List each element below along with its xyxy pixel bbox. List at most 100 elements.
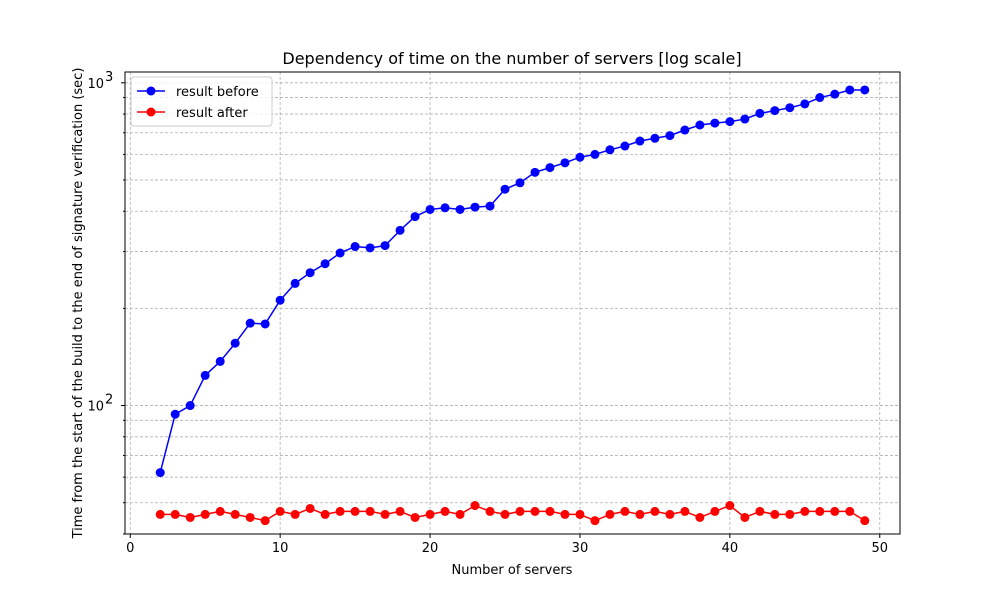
data-point-after bbox=[800, 506, 810, 516]
plot-frame bbox=[124, 71, 901, 535]
data-point-after bbox=[365, 506, 375, 516]
data-point-before bbox=[485, 201, 495, 211]
data-point-after bbox=[590, 516, 600, 526]
y-tick-label: 10 bbox=[87, 400, 104, 415]
legend-label-after: result after bbox=[176, 106, 248, 121]
data-point-after bbox=[515, 506, 525, 516]
data-point-before bbox=[845, 85, 855, 95]
data-point-after bbox=[680, 506, 690, 516]
data-point-before bbox=[770, 106, 780, 116]
data-point-before bbox=[170, 409, 180, 419]
data-point-before bbox=[590, 149, 600, 159]
data-point-before bbox=[380, 241, 390, 251]
data-point-after bbox=[440, 506, 450, 516]
data-point-after bbox=[320, 509, 330, 519]
data-point-before bbox=[575, 152, 585, 162]
data-point-after bbox=[470, 501, 480, 511]
data-point-after bbox=[245, 512, 255, 522]
data-point-before bbox=[560, 158, 570, 168]
data-point-before bbox=[785, 103, 795, 113]
data-point-after bbox=[605, 509, 615, 519]
data-point-after bbox=[170, 509, 180, 519]
data-point-before bbox=[620, 141, 630, 151]
data-point-after bbox=[860, 516, 870, 526]
data-point-before bbox=[800, 99, 810, 109]
data-point-before bbox=[440, 203, 450, 213]
chart-title: Dependency of time on the number of serv… bbox=[282, 49, 741, 68]
legend-box bbox=[130, 76, 273, 127]
data-point-after bbox=[425, 509, 435, 519]
x-tick-label: 20 bbox=[422, 541, 439, 556]
data-point-after bbox=[260, 516, 270, 526]
data-point-before bbox=[695, 120, 705, 130]
data-point-before bbox=[470, 202, 480, 212]
data-point-before bbox=[260, 319, 270, 329]
data-point-before bbox=[680, 125, 690, 135]
data-point-after bbox=[845, 506, 855, 516]
y-axis-label: Time from the start of the build to the … bbox=[71, 68, 86, 540]
data-point-after bbox=[830, 506, 840, 516]
data-point-after bbox=[815, 506, 825, 516]
data-point-before bbox=[410, 212, 420, 222]
data-point-before bbox=[650, 133, 660, 143]
data-point-before bbox=[815, 93, 825, 103]
legend-marker-before bbox=[146, 86, 156, 96]
data-point-before bbox=[545, 163, 555, 173]
data-point-after bbox=[455, 509, 465, 519]
data-point-after bbox=[635, 509, 645, 519]
data-point-after bbox=[755, 506, 765, 516]
data-point-after bbox=[785, 509, 795, 519]
data-point-after bbox=[410, 512, 420, 522]
data-point-before bbox=[635, 136, 645, 146]
data-point-after bbox=[560, 509, 570, 519]
data-point-before bbox=[350, 242, 360, 252]
data-point-before bbox=[860, 85, 870, 95]
x-tick-label: 0 bbox=[126, 541, 134, 556]
data-point-before bbox=[500, 184, 510, 194]
grid-layer bbox=[125, 72, 900, 535]
data-point-before bbox=[395, 225, 405, 235]
data-point-after bbox=[275, 506, 285, 516]
data-point-before bbox=[710, 118, 720, 128]
data-point-before bbox=[530, 167, 540, 177]
data-point-after bbox=[350, 506, 360, 516]
data-point-before bbox=[515, 178, 525, 188]
data-point-before bbox=[455, 204, 465, 214]
data-point-before bbox=[245, 318, 255, 328]
data-point-after bbox=[200, 509, 210, 519]
legend-label-before: result before bbox=[176, 85, 259, 100]
data-point-after bbox=[155, 509, 165, 519]
data-point-after bbox=[695, 512, 705, 522]
data-point-after bbox=[230, 509, 240, 519]
data-point-after bbox=[290, 509, 300, 519]
data-point-after bbox=[770, 509, 780, 519]
legend: result before result after bbox=[130, 76, 273, 127]
data-point-after bbox=[665, 509, 675, 519]
x-tick-label: 30 bbox=[572, 541, 589, 556]
data-point-after bbox=[335, 506, 345, 516]
data-point-after bbox=[545, 506, 555, 516]
data-point-before bbox=[215, 356, 225, 366]
data-point-after bbox=[725, 501, 735, 511]
data-point-after bbox=[575, 509, 585, 519]
data-point-after bbox=[485, 506, 495, 516]
data-point-before bbox=[305, 268, 315, 278]
data-point-after bbox=[380, 509, 390, 519]
x-tick-label: 40 bbox=[722, 541, 739, 556]
data-point-before bbox=[155, 468, 165, 478]
data-point-before bbox=[230, 338, 240, 348]
data-point-after bbox=[395, 506, 405, 516]
data-point-before bbox=[185, 401, 195, 411]
data-point-before bbox=[605, 145, 615, 155]
data-point-after bbox=[710, 506, 720, 516]
x-tick-label: 10 bbox=[272, 541, 289, 556]
data-point-before bbox=[365, 243, 375, 253]
data-point-after bbox=[740, 512, 750, 522]
y-tick-exponent: 3 bbox=[105, 70, 113, 85]
data-point-before bbox=[830, 89, 840, 99]
data-point-before bbox=[200, 370, 210, 380]
y-tick-exponent: 2 bbox=[105, 393, 113, 408]
data-point-after bbox=[215, 506, 225, 516]
x-tick-label: 50 bbox=[871, 541, 888, 556]
